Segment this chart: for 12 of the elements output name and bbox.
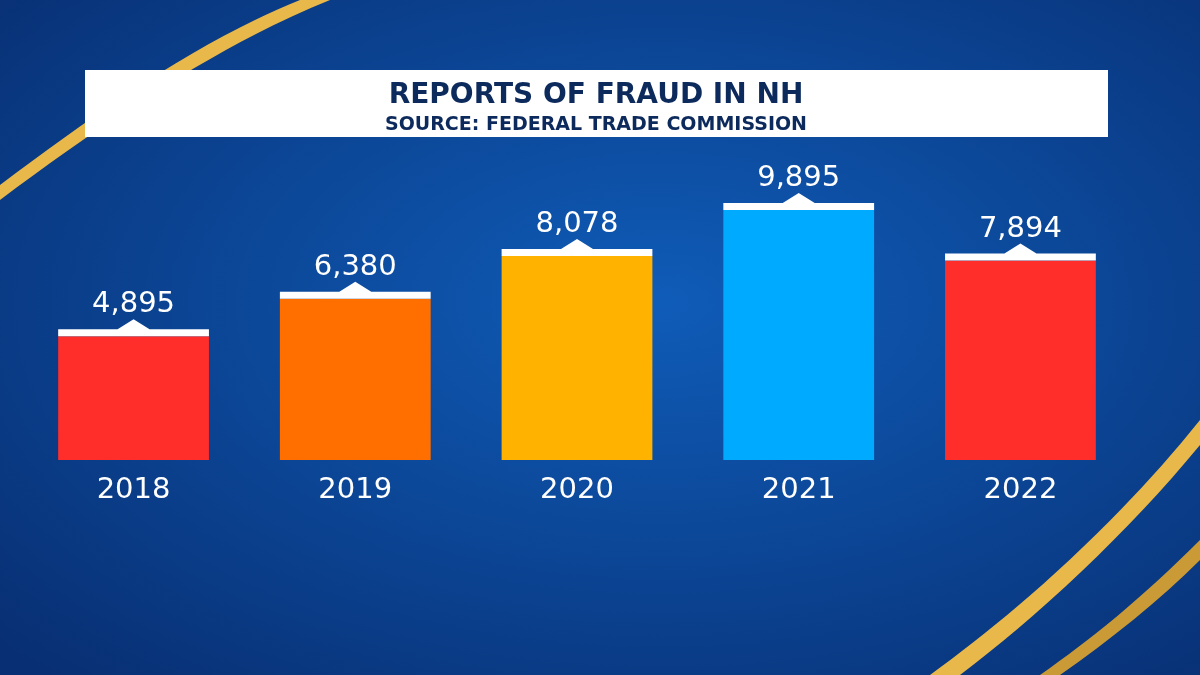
data-label: 4,895 [92,285,176,320]
data-label: 7,894 [978,209,1062,244]
data-label: 8,078 [535,204,619,239]
x-tick-label: 2018 [96,471,171,505]
x-tick-label: 2019 [318,471,393,505]
chart-title: REPORTS OF FRAUD IN NH [388,77,804,110]
x-tick-label: 2022 [983,471,1058,505]
x-tick-label: 2021 [761,471,836,505]
x-tick-label: 2020 [540,471,614,505]
data-label: 9,895 [757,159,841,193]
data-label: 6,380 [313,247,397,282]
chart-subtitle: SOURCE: FEDERAL TRADE COMMISSION [384,112,808,134]
